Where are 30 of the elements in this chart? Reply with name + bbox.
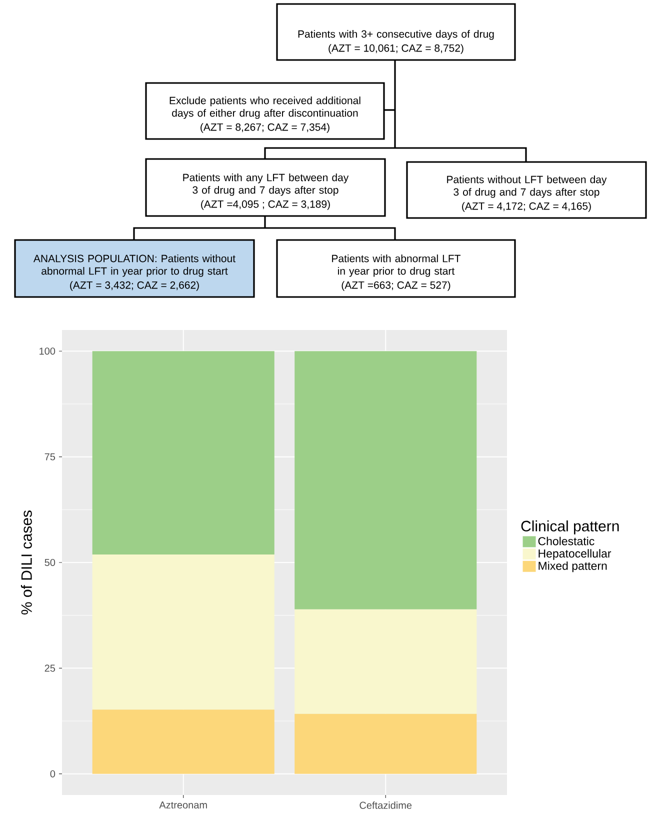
y-axis-title: % of DILI cases bbox=[20, 510, 32, 614]
legend-title: Clinical pattern bbox=[521, 520, 619, 534]
text: (AZT = 4,172; CAZ = 4,165) bbox=[462, 202, 591, 212]
text: Patients with any LFT between day 3 of drug and 7 days after stop bbox=[183, 174, 349, 196]
text: (AZT = 8,267; CAZ = 7,354) bbox=[200, 123, 330, 133]
y-tick-label: 100 bbox=[40, 348, 56, 355]
legend-label: Mixed pattern bbox=[538, 561, 607, 572]
text: Patients with abnormal LFT in year prior to drug start bbox=[332, 254, 460, 277]
bar bbox=[92, 554, 274, 710]
text: Exclude patients who received additional days of either drug after discontinuation bbox=[170, 96, 360, 119]
x-tick-label: Aztreonam bbox=[159, 802, 207, 808]
text: (AZT = 10,061; CAZ = 8,752) bbox=[328, 44, 464, 54]
text: (AZT = 3,432; CAZ = 2,662) bbox=[70, 281, 199, 291]
y-tick-label: 25 bbox=[44, 664, 56, 672]
legend-label: Cholestatic bbox=[538, 536, 594, 546]
text: ANALYSIS POPULATION: Patients without abnormal LFT in year prior to drug start bbox=[33, 254, 236, 277]
bar bbox=[294, 609, 477, 714]
bar bbox=[92, 710, 274, 774]
text: (AZT =663; CAZ = 527) bbox=[342, 281, 450, 291]
bar bbox=[294, 714, 477, 774]
bar bbox=[92, 351, 274, 554]
text: Patients with 3+ consecutive days of drug bbox=[298, 30, 494, 40]
x-tick-label: Ceftazidime bbox=[360, 802, 412, 809]
text: (AZT =4,095 ; CAZ = 3,189) bbox=[201, 200, 330, 210]
y-tick-label: 50 bbox=[44, 558, 56, 566]
bar bbox=[294, 351, 477, 610]
text: Patients without LFT between day 3 of drug and 7 days after stop bbox=[447, 176, 607, 198]
y-tick-label: 75 bbox=[44, 453, 56, 460]
legend-label: Hepatocellular bbox=[538, 549, 612, 560]
y-tick-label: 0 bbox=[50, 770, 56, 778]
